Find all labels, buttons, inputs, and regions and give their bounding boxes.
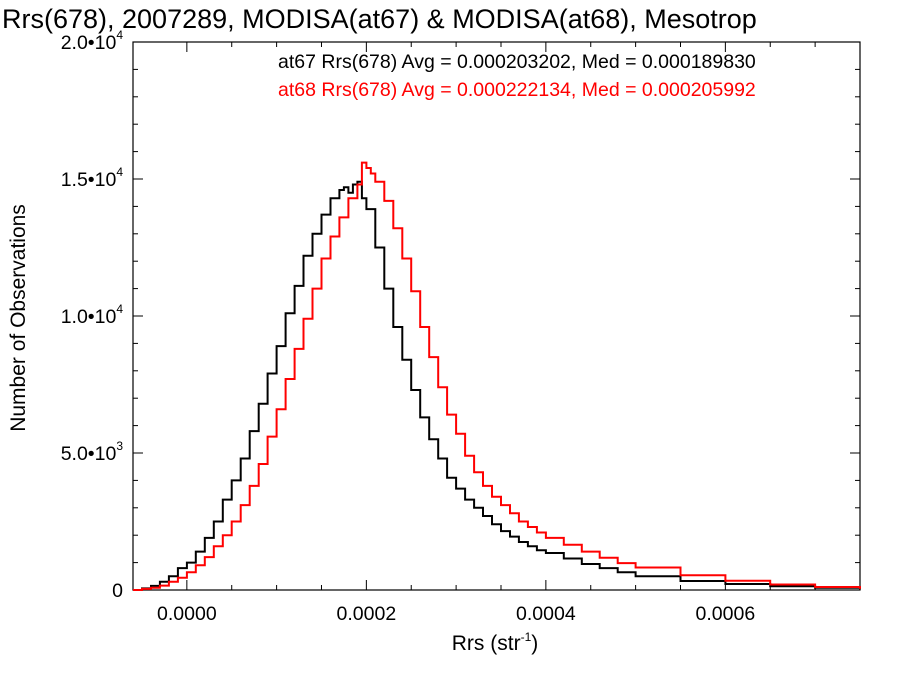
x-axis-label-sup: -1: [521, 630, 532, 644]
x-tick-label: 0.0004: [516, 603, 576, 625]
x-tick-label: 0.0002: [337, 603, 397, 625]
y-tick-label: 1.0•104: [61, 302, 124, 328]
y-tick-label-exponent: 3: [116, 439, 123, 453]
y-tick-label: 0: [112, 580, 123, 602]
x-tick-label: 0.0006: [696, 603, 756, 625]
x-axis-label-main: Rrs (str: [452, 632, 521, 655]
x-axis-label: Rrs (str-1): [452, 630, 539, 655]
plot-frame: [132, 41, 861, 591]
series-layer: [133, 161, 861, 591]
y-tick-label: 5.0•103: [61, 439, 124, 465]
y-tick-label-mantissa: 1.0•10: [61, 306, 117, 328]
y-tick-label-mantissa: 2.0•10: [61, 32, 117, 54]
legend-at67: at67 Rrs(678) Avg = 0.000203202, Med = 0…: [278, 51, 756, 73]
plot-axes: 0.0000 0.0002 0.0004 0.000605.0•1031.0•1041…: [61, 28, 861, 625]
series-line-at68: [133, 161, 861, 591]
y-tick-label: 2.0•104: [61, 28, 124, 54]
legend-at68: at68 Rrs(678) Avg = 0.000222134, Med = 0…: [278, 79, 756, 101]
x-tick-label: 0.0000: [157, 603, 217, 625]
y-tick-label: 1.5•104: [61, 165, 124, 191]
y-tick-label-mantissa: 0: [112, 580, 123, 602]
y-tick-label-exponent: 4: [116, 302, 123, 316]
y-tick-label-exponent: 4: [116, 28, 123, 42]
y-axis-label: Number of Observations: [7, 204, 30, 432]
x-axis-label-close: ): [531, 632, 538, 655]
y-tick-label-exponent: 4: [116, 165, 123, 179]
chart-title: Rrs(678), 2007289, MODISA(at67) & MODISA…: [2, 4, 757, 34]
y-tick-label-mantissa: 5.0•10: [61, 443, 117, 465]
series-line-at67: [133, 180, 861, 591]
y-tick-label-mantissa: 1.5•10: [61, 169, 117, 191]
